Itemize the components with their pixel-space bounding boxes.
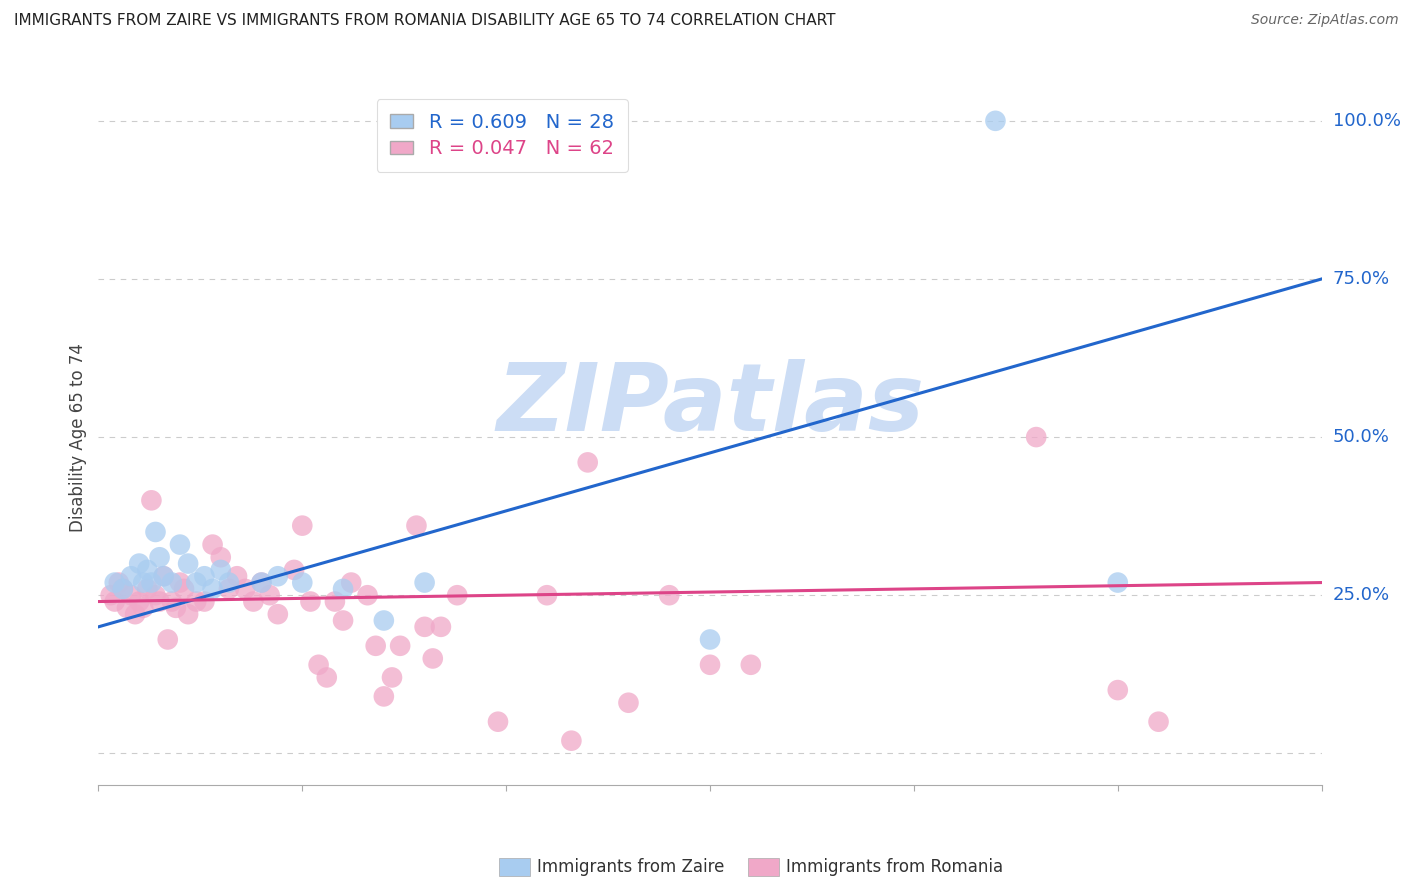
Text: 100.0%: 100.0% (1333, 112, 1400, 130)
Point (699, 657, 721, 672)
Point (177, 607, 200, 622)
Point (340, 575, 363, 590)
Point (152, 569, 174, 583)
Point (1147, 714, 1170, 729)
Point (124, 607, 146, 622)
Point (984, 113, 1007, 128)
Text: ZIPatlas: ZIPatlas (496, 359, 924, 451)
Point (364, 639, 387, 653)
Point (323, 594, 346, 608)
Point (430, 620, 453, 634)
Point (115, 600, 138, 615)
Point (120, 588, 142, 602)
Point (576, 455, 599, 469)
Point (291, 575, 314, 590)
Point (145, 524, 167, 539)
Point (108, 575, 131, 590)
Point (422, 651, 444, 665)
Point (209, 563, 232, 577)
Point (226, 569, 249, 583)
Text: 50.0%: 50.0% (1333, 428, 1389, 446)
Point (332, 582, 354, 596)
Point (658, 588, 681, 602)
Point (218, 575, 240, 590)
Point (173, 582, 195, 596)
Point (560, 733, 582, 747)
Point (250, 575, 273, 590)
Point (169, 538, 191, 552)
Point (104, 575, 127, 590)
Point (128, 594, 150, 608)
Point (740, 657, 762, 672)
Point (373, 614, 395, 628)
Point (136, 582, 159, 596)
Point (169, 575, 191, 590)
Point (177, 557, 200, 571)
Point (699, 632, 721, 647)
Text: 75.0%: 75.0% (1333, 270, 1391, 288)
Point (100, 588, 122, 602)
Point (299, 594, 322, 608)
Text: Source: ZipAtlas.com: Source: ZipAtlas.com (1251, 13, 1399, 28)
Point (381, 670, 404, 684)
Point (104, 594, 127, 608)
Point (1107, 575, 1129, 590)
Point (218, 582, 240, 596)
Point (233, 582, 256, 596)
Point (132, 600, 155, 615)
Point (356, 588, 378, 602)
Point (242, 594, 264, 608)
Point (201, 538, 224, 552)
Point (193, 594, 215, 608)
Point (165, 600, 187, 615)
Point (149, 550, 172, 565)
Y-axis label: Disability Age 65 to 74: Disability Age 65 to 74 (69, 343, 87, 532)
Point (120, 569, 142, 583)
Point (413, 620, 436, 634)
Point (111, 582, 134, 596)
Point (160, 594, 183, 608)
Text: 25.0%: 25.0% (1333, 586, 1391, 604)
Point (160, 575, 183, 590)
Text: Immigrants from Zaire: Immigrants from Zaire (537, 858, 724, 876)
Point (389, 639, 412, 653)
Point (193, 569, 215, 583)
Point (145, 588, 167, 602)
Point (186, 575, 208, 590)
Point (373, 690, 395, 704)
Point (141, 493, 163, 508)
Point (283, 563, 305, 577)
Point (128, 557, 150, 571)
Point (152, 569, 174, 583)
Point (156, 632, 179, 647)
Point (141, 575, 163, 590)
Point (111, 582, 134, 596)
Point (446, 588, 468, 602)
Point (413, 575, 436, 590)
Point (617, 696, 640, 710)
Point (186, 594, 208, 608)
Point (486, 714, 509, 729)
Point (132, 575, 155, 590)
Point (291, 518, 314, 533)
Point (201, 582, 224, 596)
Point (149, 594, 172, 608)
Point (536, 588, 558, 602)
Point (1107, 683, 1129, 698)
Point (250, 575, 273, 590)
Point (267, 607, 290, 622)
Point (209, 550, 232, 565)
Point (405, 518, 427, 533)
Point (308, 657, 330, 672)
Text: IMMIGRANTS FROM ZAIRE VS IMMIGRANTS FROM ROMANIA DISABILITY AGE 65 TO 74 CORRELA: IMMIGRANTS FROM ZAIRE VS IMMIGRANTS FROM… (14, 13, 835, 29)
Point (259, 588, 281, 602)
Point (1025, 430, 1047, 444)
Point (267, 569, 290, 583)
Point (136, 563, 159, 577)
Point (332, 614, 354, 628)
Text: Immigrants from Romania: Immigrants from Romania (786, 858, 1002, 876)
Point (315, 670, 337, 684)
Legend: R = 0.609   N = 28, R = 0.047   N = 62: R = 0.609 N = 28, R = 0.047 N = 62 (377, 99, 627, 172)
